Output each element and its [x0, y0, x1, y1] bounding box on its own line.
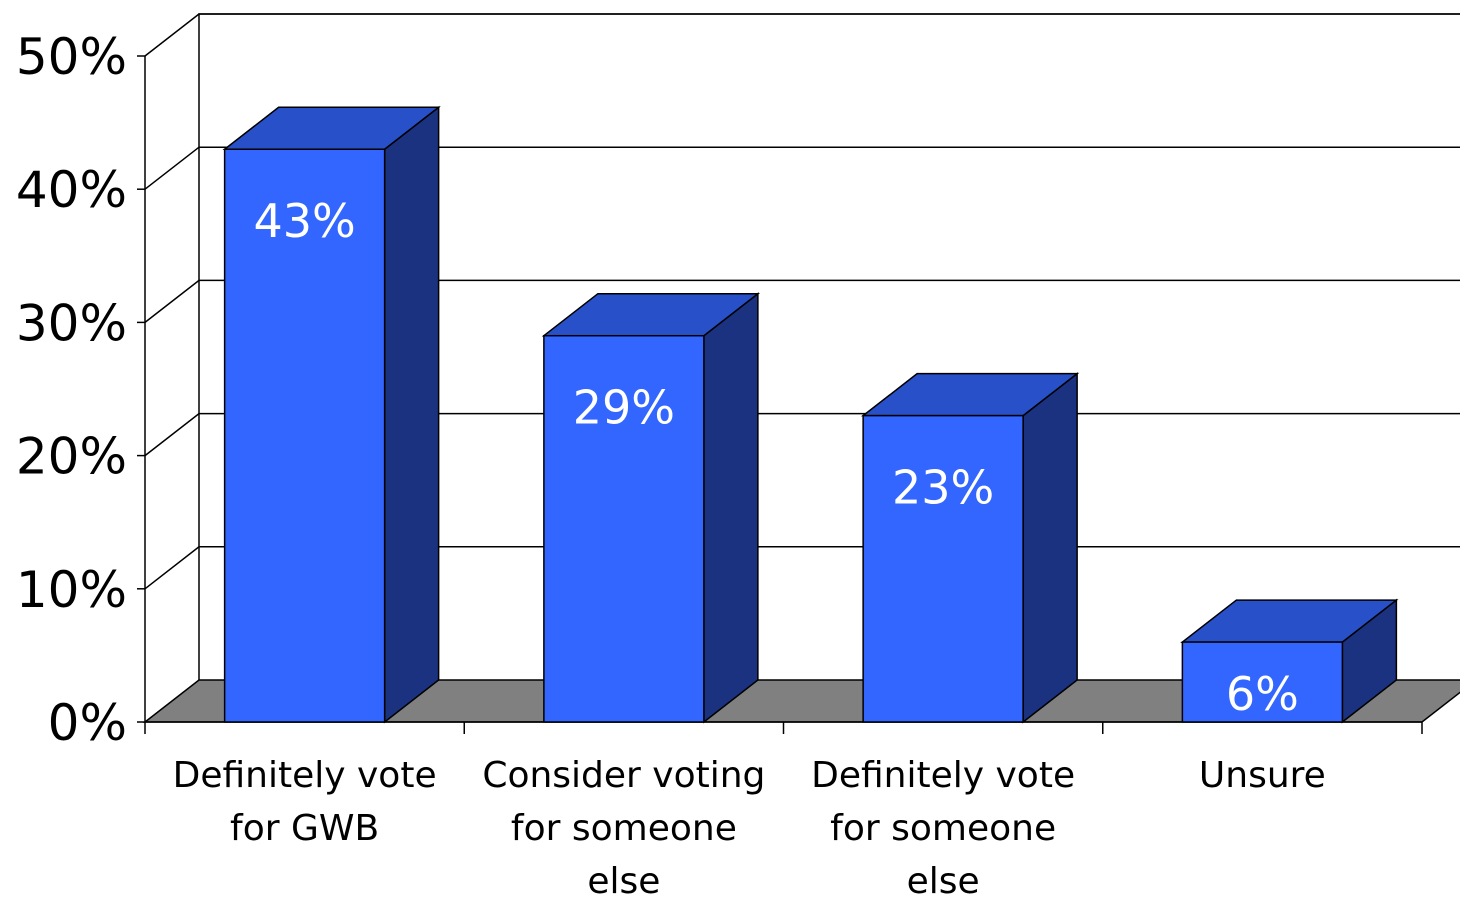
bar: 23% — [860, 372, 1080, 724]
x-tick-label: Unsure — [1199, 755, 1326, 796]
data-label: 6% — [1226, 667, 1299, 721]
bar-side — [383, 105, 440, 724]
bar-front — [862, 414, 1024, 723]
bar: 43% — [222, 105, 441, 724]
data-label: 43% — [254, 194, 356, 248]
y-tick-label: 0% — [48, 694, 127, 752]
y-tick-label: 30% — [16, 294, 127, 352]
bar-side — [703, 292, 759, 724]
y-tick-labels: 0% 10% 20% 30% 40% 50% — [16, 28, 127, 752]
gridline — [144, 279, 1460, 323]
y-tick-label: 10% — [16, 561, 127, 619]
y-tick-label: 50% — [16, 28, 127, 86]
data-label: 23% — [892, 461, 994, 515]
gridline — [144, 146, 1460, 190]
bar-front — [223, 148, 386, 723]
gridlines — [144, 13, 1460, 590]
data-label: 29% — [573, 381, 675, 435]
bar: 6% — [1180, 598, 1399, 724]
bar-side — [1022, 372, 1078, 724]
bar-front — [543, 334, 705, 723]
bars: 43% 29% 23% 6% — [222, 105, 1399, 724]
bar-front — [1181, 641, 1344, 723]
x-tick-label: Definitely vote for GWB — [173, 755, 437, 849]
x-tick-label: Definitely vote for someone else — [811, 755, 1075, 898]
x-tick-labels: Definitely vote for GWB Consider voting for… — [173, 755, 1326, 898]
y-tick-label: 20% — [16, 428, 127, 486]
bar: 29% — [541, 292, 761, 724]
y-tick-label: 40% — [16, 161, 127, 219]
x-tick-label: Consider voting for someone else — [482, 755, 765, 898]
gridline — [144, 13, 1460, 57]
